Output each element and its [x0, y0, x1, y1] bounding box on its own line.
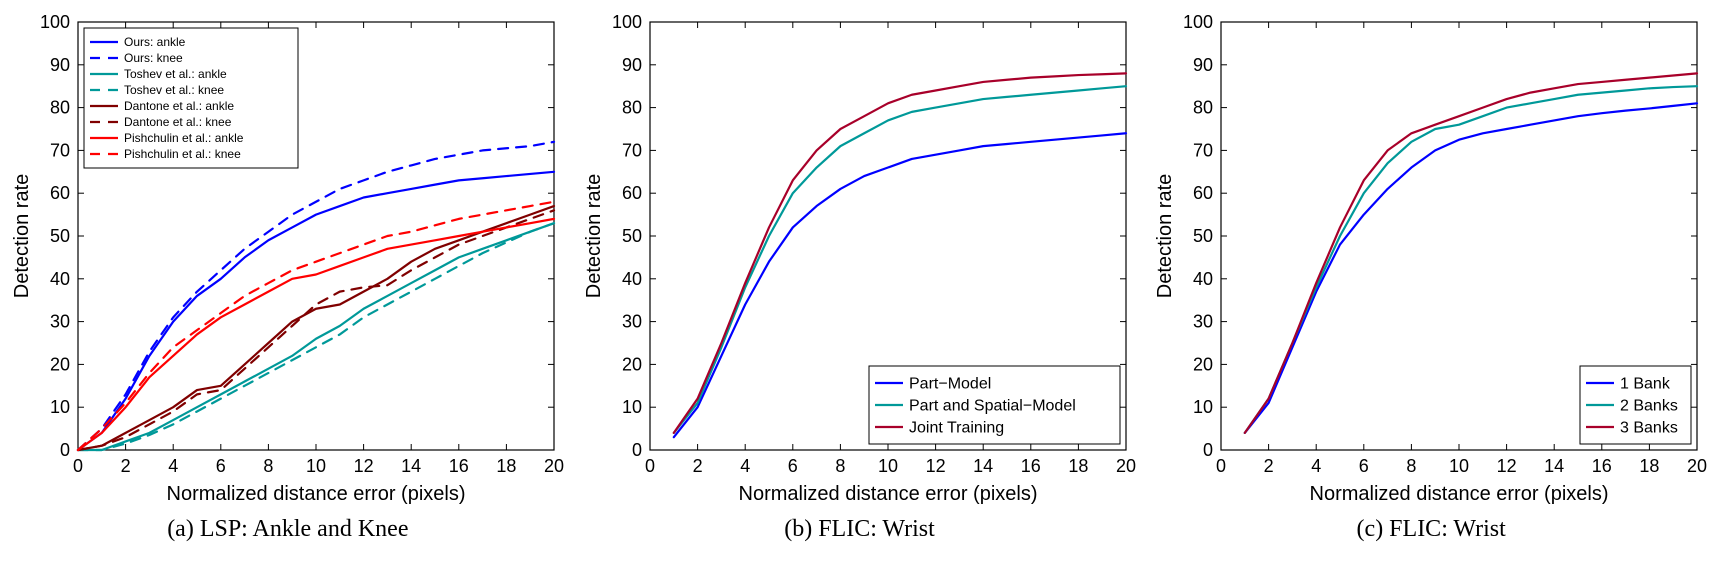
svg-text:12: 12	[1497, 456, 1517, 476]
svg-text:Pishchulin et al.: ankle: Pishchulin et al.: ankle	[124, 131, 244, 145]
svg-text:16: 16	[1592, 456, 1612, 476]
svg-text:20: 20	[1193, 354, 1213, 374]
svg-text:70: 70	[621, 140, 641, 160]
svg-text:100: 100	[40, 12, 70, 32]
svg-text:Detection rate: Detection rate	[11, 174, 33, 299]
svg-text:Detection rate: Detection rate	[583, 174, 605, 299]
svg-text:90: 90	[50, 55, 70, 75]
svg-text:30: 30	[1193, 312, 1213, 332]
chart-c: 0 2 4 6 8 10 12 14 16 18 20 0 10 20 30 40 50 60 70 80 90 100 N…	[1151, 10, 1711, 510]
svg-text:12: 12	[353, 456, 373, 476]
svg-text:50: 50	[50, 226, 70, 246]
svg-text:Ours: knee: Ours: knee	[124, 51, 183, 65]
svg-text:8: 8	[835, 456, 845, 476]
caption-b: (b) FLIC: Wrist	[784, 516, 935, 543]
svg-text:Part and Spatial−Model: Part and Spatial−Model	[909, 398, 1076, 415]
svg-text:2: 2	[692, 456, 702, 476]
svg-text:16: 16	[1020, 456, 1040, 476]
svg-text:12: 12	[925, 456, 945, 476]
svg-text:16: 16	[449, 456, 469, 476]
svg-text:40: 40	[621, 269, 641, 289]
svg-text:10: 10	[1193, 397, 1213, 417]
svg-text:18: 18	[1068, 456, 1088, 476]
svg-text:90: 90	[1193, 55, 1213, 75]
svg-text:8: 8	[263, 456, 273, 476]
svg-text:0: 0	[1216, 456, 1226, 476]
svg-text:18: 18	[1640, 456, 1660, 476]
chart-a: 0 2 4 6 8 10 12 14 16 18 20 0 10 20 30 40 50 60 70 80 90 100 N…	[8, 10, 568, 510]
svg-text:Dantone et al.: knee: Dantone et al.: knee	[124, 115, 232, 129]
svg-text:8: 8	[1407, 456, 1417, 476]
svg-text:4: 4	[740, 456, 750, 476]
svg-text:6: 6	[787, 456, 797, 476]
svg-text:2: 2	[1264, 456, 1274, 476]
svg-text:20: 20	[1687, 456, 1707, 476]
svg-text:100: 100	[611, 12, 641, 32]
svg-text:Normalized distance error (pix: Normalized distance error (pixels)	[738, 483, 1037, 505]
svg-text:10: 10	[50, 397, 70, 417]
svg-text:90: 90	[621, 55, 641, 75]
svg-text:10: 10	[621, 397, 641, 417]
svg-text:Normalized distance error (pix: Normalized distance error (pixels)	[166, 483, 465, 505]
svg-text:0: 0	[60, 440, 70, 460]
svg-text:20: 20	[621, 354, 641, 374]
svg-text:Normalized distance error (pix: Normalized distance error (pixels)	[1310, 483, 1609, 505]
svg-text:10: 10	[1449, 456, 1469, 476]
svg-text:0: 0	[1203, 440, 1213, 460]
svg-text:80: 80	[621, 98, 641, 118]
svg-text:Detection rate: Detection rate	[1154, 174, 1176, 299]
svg-text:Ours: ankle: Ours: ankle	[124, 35, 186, 49]
figure-row: 024681012141618200102030405060708090100N…	[6, 10, 1713, 543]
svg-text:Joint Training: Joint Training	[909, 420, 1004, 437]
svg-text:Dantone et al.: ankle: Dantone et al.: ankle	[124, 99, 234, 113]
svg-text:30: 30	[50, 312, 70, 332]
svg-text:14: 14	[401, 456, 421, 476]
svg-text:70: 70	[1193, 140, 1213, 160]
svg-text:100: 100	[1183, 12, 1213, 32]
svg-text:6: 6	[1359, 456, 1369, 476]
svg-text:30: 30	[621, 312, 641, 332]
svg-text:10: 10	[306, 456, 326, 476]
svg-text:60: 60	[1193, 183, 1213, 203]
svg-text:Toshev et al.: ankle: Toshev et al.: ankle	[124, 67, 227, 81]
svg-text:20: 20	[1115, 456, 1135, 476]
svg-text:2 Banks: 2 Banks	[1620, 398, 1678, 415]
panel-c: 0 2 4 6 8 10 12 14 16 18 20 0 10 20 30 40 50 60 70 80 90 100 N…	[1149, 10, 1713, 543]
svg-text:4: 4	[1311, 456, 1321, 476]
svg-text:0: 0	[631, 440, 641, 460]
svg-text:60: 60	[621, 183, 641, 203]
svg-text:0: 0	[73, 456, 83, 476]
svg-text:14: 14	[973, 456, 993, 476]
svg-text:0: 0	[644, 456, 654, 476]
svg-text:4: 4	[168, 456, 178, 476]
chart-b: 0 2 4 6 8 10 12 14 16 18 20 0 10 20 30 40 50 60 70 80 90 100 N…	[580, 10, 1140, 510]
svg-text:Pishchulin et al.: knee: Pishchulin et al.: knee	[124, 147, 241, 161]
svg-text:40: 40	[1193, 269, 1213, 289]
svg-text:2: 2	[120, 456, 130, 476]
svg-text:50: 50	[1193, 226, 1213, 246]
svg-text:60: 60	[50, 183, 70, 203]
svg-text:6: 6	[216, 456, 226, 476]
svg-text:80: 80	[1193, 98, 1213, 118]
svg-text:18: 18	[496, 456, 516, 476]
svg-text:20: 20	[544, 456, 564, 476]
svg-text:3 Banks: 3 Banks	[1620, 420, 1678, 437]
panel-b: 0 2 4 6 8 10 12 14 16 18 20 0 10 20 30 40 50 60 70 80 90 100 N…	[578, 10, 1142, 543]
panel-a: 0 2 4 6 8 10 12 14 16 18 20 0 10 20 30 40 50 60 70 80 90 100 N…	[6, 10, 570, 543]
svg-text:Toshev et al.: knee: Toshev et al.: knee	[124, 83, 224, 97]
caption-a: (a) LSP: Ankle and Knee	[167, 516, 408, 543]
svg-text:Part−Model: Part−Model	[909, 376, 991, 393]
svg-text:10: 10	[877, 456, 897, 476]
svg-text:70: 70	[50, 140, 70, 160]
svg-text:14: 14	[1544, 456, 1564, 476]
svg-text:50: 50	[621, 226, 641, 246]
caption-c: (c) FLIC: Wrist	[1357, 516, 1506, 543]
svg-text:40: 40	[50, 269, 70, 289]
svg-text:1 Bank: 1 Bank	[1620, 376, 1671, 393]
svg-text:80: 80	[50, 98, 70, 118]
svg-text:20: 20	[50, 354, 70, 374]
